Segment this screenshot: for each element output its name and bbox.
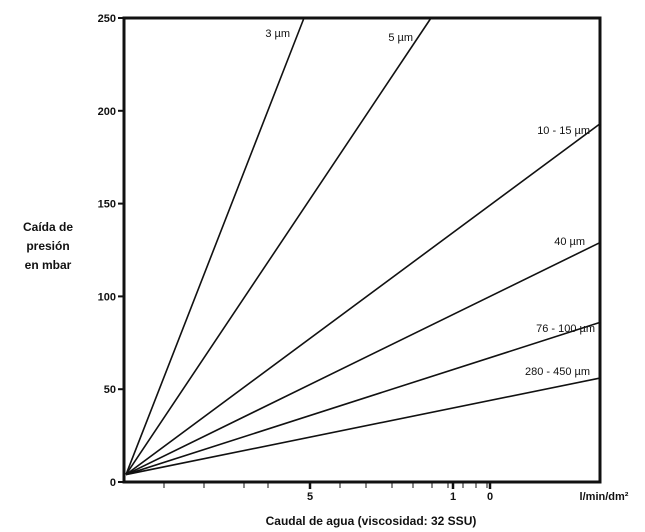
series-label-3: 40 µm <box>554 236 585 248</box>
series-label-2: 10 - 15 µm <box>537 125 590 137</box>
x-axis: 5 1 0 <box>163 482 493 503</box>
series-label-5: 280 - 450 µm <box>525 366 590 378</box>
series-line-4 <box>125 321 601 476</box>
series-labels: 3 µm 5 µm 10 - 15 µm 40 µm 76 - 100 µm 280 - … <box>265 28 595 378</box>
y-axis-title-line-1: Caída de <box>23 220 73 234</box>
series-label-1: 5 µm <box>388 32 413 44</box>
y-tick-label-3: 150 <box>98 199 116 211</box>
plot-frame <box>122 16 602 484</box>
x-axis-unit-label: l/min/dm² <box>580 491 629 503</box>
y-axis: 0 50 100 150 200 250 <box>98 13 124 489</box>
series-line-0 <box>125 17 305 475</box>
y-tick-label-1: 50 <box>104 384 116 396</box>
y-tick-label-2: 100 <box>98 291 116 303</box>
y-tick-label-0: 0 <box>110 477 116 489</box>
x-tick-label-1: 1 <box>450 491 456 503</box>
series-lines <box>125 17 601 476</box>
x-tick-label-0: 5 <box>307 491 313 503</box>
series-label-4: 76 - 100 µm <box>536 323 595 335</box>
y-tick-label-4: 200 <box>98 106 116 118</box>
y-axis-title-line-3: en mbar <box>25 258 72 272</box>
series-line-2 <box>125 123 601 476</box>
y-axis-title-line-2: presión <box>26 239 69 253</box>
series-line-5 <box>125 377 601 476</box>
series-line-1 <box>125 17 432 476</box>
x-axis-title: Caudal de agua (viscosidad: 32 SSU) <box>266 514 477 528</box>
x-tick-label-2: 0 <box>487 491 493 503</box>
series-line-3 <box>125 241 601 476</box>
series-label-0: 3 µm <box>265 28 290 40</box>
y-tick-label-5: 250 <box>98 13 116 25</box>
